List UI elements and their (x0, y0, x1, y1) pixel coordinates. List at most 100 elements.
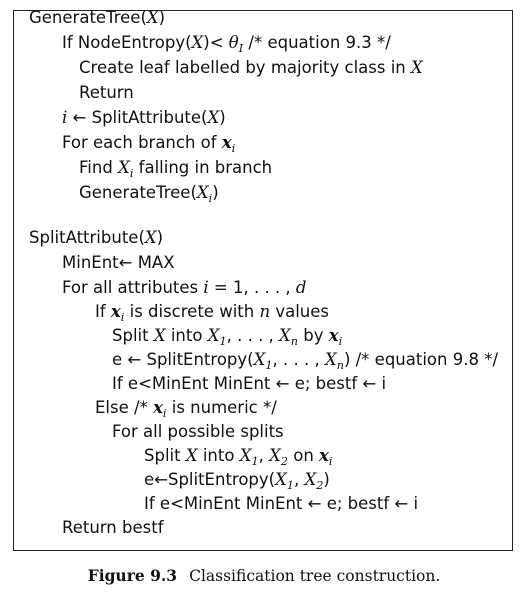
math-symbol: X (304, 470, 317, 489)
code-text: MinEnt← MAX (62, 253, 175, 272)
code-text: Return (79, 83, 134, 102)
subscript: 1 (265, 358, 273, 372)
math-symbol: X (207, 108, 220, 127)
math-symbol: X (144, 228, 157, 247)
code-text: into (197, 446, 240, 465)
code-text: values (270, 302, 330, 321)
code-text: Find (79, 158, 119, 177)
code-text: Create leaf labelled by majority class i… (79, 58, 412, 77)
code-text: GenerateTree( (79, 183, 197, 202)
math-symbol: X (207, 326, 220, 345)
code-text: If (95, 302, 111, 321)
algorithm-line: Split X into X1, X2 on xi (144, 444, 332, 468)
code-text: ) (323, 470, 330, 489)
subscript: 1 (286, 478, 294, 492)
math-vector: x (328, 326, 339, 345)
math-symbol: X (146, 8, 159, 27)
code-text: If e<MinEnt MinEnt ← e; bestf ← i (144, 494, 419, 513)
subscript: n (290, 334, 299, 348)
figure-caption: Figure 9.3 Classification tree constructi… (0, 566, 528, 585)
subscript: i (208, 191, 213, 205)
code-text: , (294, 470, 305, 489)
code-text: is numeric */ (166, 398, 277, 417)
algorithm-line: If NodeEntropy(X)< θI /* equation 9.3 */ (62, 31, 391, 55)
algorithm-line: Else /* xi is numeric */ (95, 396, 277, 420)
algorithm-line: For each branch of xi (62, 131, 235, 155)
figure-label: Figure 9.3 (87, 566, 178, 585)
algorithm-line: Find Xi falling in branch (79, 156, 272, 180)
code-text: on (287, 446, 320, 465)
code-text: For all possible splits (112, 422, 284, 441)
math-symbol: X (269, 446, 281, 465)
algorithm-line: If e<MinEnt MinEnt ← e; bestf ← i (144, 492, 418, 516)
algorithm-line: For all possible splits (112, 420, 284, 444)
code-text: e←SplitEntropy( (144, 470, 276, 489)
code-text: ) (212, 183, 219, 202)
math-symbol: X (185, 446, 198, 465)
subscript: 2 (316, 478, 324, 492)
algorithm-line: Create leaf labelled by majority class i… (79, 56, 423, 80)
subscript: 2 (280, 454, 288, 468)
math-symbol: X (253, 350, 266, 369)
subscript: i (338, 334, 343, 348)
code-text: Return bestf (62, 518, 164, 537)
code-text: , . . . , (226, 326, 280, 345)
math-symbol: X (118, 158, 130, 177)
subscript: i (162, 406, 167, 420)
code-text: Else /* (95, 398, 154, 417)
code-text: ← SplitAttribute( (67, 108, 208, 127)
algorithm-line: SplitAttribute(X) (29, 226, 163, 250)
code-text: falling in branch (133, 158, 273, 177)
subscript: i (129, 166, 134, 180)
code-text: Split (112, 326, 154, 345)
figure-caption-text: Classification tree construction. (189, 567, 441, 585)
code-text: ) (219, 108, 226, 127)
math-symbol: n (259, 302, 271, 321)
subscript: n (336, 358, 344, 372)
code-text: GenerateTree( (29, 8, 147, 27)
algorithm-line: Return bestf (62, 516, 164, 540)
code-text: /* equation 9.3 */ (243, 33, 391, 52)
code-text: )< (203, 33, 229, 52)
code-text: If e<MinEnt MinEnt ← e; bestf ← i (112, 374, 387, 393)
subscript: i (120, 310, 125, 324)
math-symbol: d (295, 278, 307, 297)
algorithm-line: If e<MinEnt MinEnt ← e; bestf ← i (112, 372, 386, 396)
math-vector: x (221, 133, 232, 152)
algorithm-line: MinEnt← MAX (62, 251, 175, 275)
math-symbol: X (279, 326, 291, 345)
subscript: i (328, 454, 333, 468)
algorithm-line: e ← SplitEntropy(X1, . . . , Xn) /* equa… (112, 348, 498, 372)
subscript: I (238, 41, 244, 55)
algorithm-line: e←SplitEntropy(X1, X2) (144, 468, 330, 492)
algorithm-box (13, 10, 513, 551)
code-text: e ← SplitEntropy( (112, 350, 254, 369)
code-text: If NodeEntropy( (62, 33, 192, 52)
math-vector: x (110, 302, 121, 321)
math-symbol: X (324, 350, 337, 369)
math-symbol: X (153, 326, 166, 345)
code-text: SplitAttribute( (29, 228, 145, 247)
subscript: 1 (251, 454, 259, 468)
code-text: = 1, . . . , (208, 278, 296, 297)
math-symbol: X (411, 58, 423, 77)
algorithm-line: i ← SplitAttribute(X) (62, 106, 226, 130)
code-text: For each branch of (62, 133, 222, 152)
math-symbol: θ (228, 33, 239, 52)
code-text: , . . . , (272, 350, 325, 369)
algorithm-line: For all attributes i = 1, . . . , d (62, 276, 306, 300)
algorithm-line: If xi is discrete with n values (95, 300, 329, 324)
subscript: i (231, 141, 236, 155)
math-symbol: X (196, 183, 209, 202)
algorithm-line: Return (79, 81, 134, 105)
algorithm-line: Split X into X1, . . . , Xn by xi (112, 324, 342, 348)
code-text: ) /* equation 9.8 */ (343, 350, 499, 369)
math-symbol: X (239, 446, 252, 465)
code-text: Split (144, 446, 186, 465)
code-text: ) (158, 8, 166, 27)
math-symbol: i (203, 278, 209, 297)
code-text: , (258, 446, 270, 465)
math-symbol: X (275, 470, 287, 489)
algorithm-line: GenerateTree(Xi) (79, 181, 219, 205)
math-vector: x (153, 398, 163, 417)
